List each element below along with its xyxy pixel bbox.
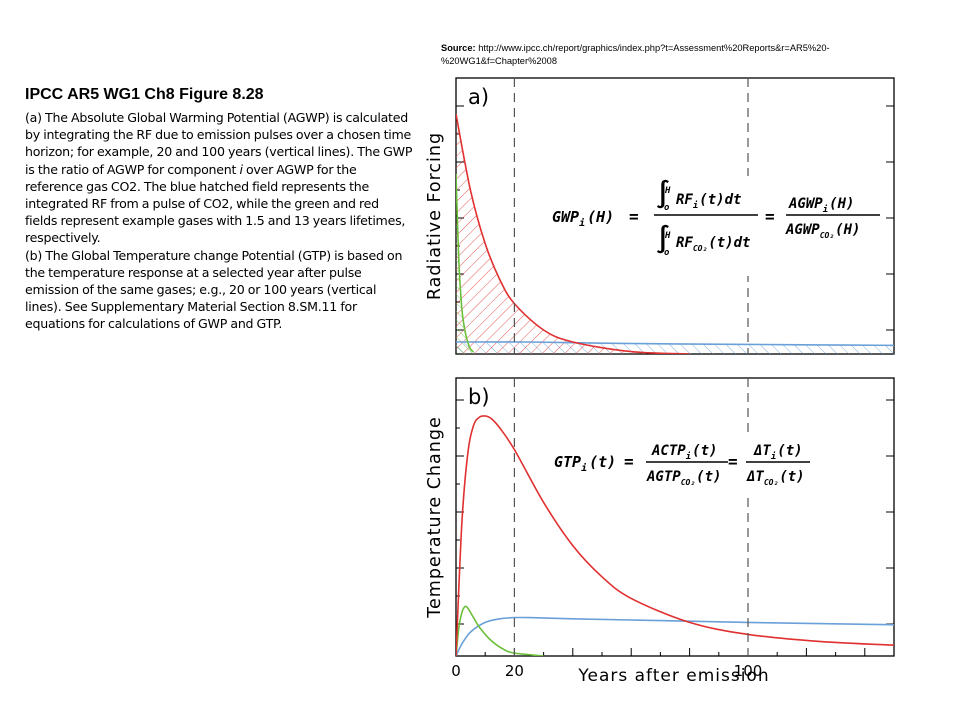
area-13yr: [456, 114, 690, 354]
svg-text:=: =: [728, 452, 738, 471]
svg-text:GWPi(H): GWPi (H): [552, 208, 614, 229]
caption-part-a1: (a) The Absolute Global Warming Potentia…: [25, 110, 413, 177]
panel-b-ylabel: Temperature Change: [425, 416, 445, 618]
svg-text:o: o: [664, 248, 670, 258]
xtick-label-0: 0: [451, 662, 461, 680]
xtick-label-20: 20: [505, 662, 524, 680]
source-url: http://www.ipcc.ch/report/graphics/index…: [441, 43, 830, 66]
svg-text:ACTPi(t): ACTPi(t): [651, 443, 717, 462]
svg-text:=: =: [765, 207, 775, 226]
panel-b-xlabel: Years after emission: [577, 666, 769, 686]
figure: a) Radiative Forcing GWPi (H) = ∫ H o RFi…: [425, 77, 895, 686]
svg-text:AGTPCO₂(t): AGTPCO₂(t): [646, 469, 721, 487]
line-co2-temp: [456, 616, 894, 656]
svg-text:H: H: [664, 231, 671, 241]
svg-text:∫: ∫: [655, 179, 671, 210]
line-co2: [456, 341, 894, 347]
gtp-equation: GTPi (t) = ACTPi(t) AGTPCO₂(t) = ΔTi(t) Δ…: [550, 432, 810, 494]
area-1-5yr: [456, 174, 474, 354]
xtick-label-100: 100: [734, 662, 763, 680]
panel-a: a) Radiative Forcing GWPi (H) = ∫ H o RFi…: [425, 77, 895, 355]
caption-body: (a) The Absolute Global Warming Potentia…: [25, 109, 413, 333]
caption-part-a2: over AGWP for the reference gas CO2. The…: [25, 161, 406, 246]
line-1-5yr: [456, 173, 474, 353]
panel-b-frame: [455, 377, 895, 657]
panel-a-label: a): [468, 85, 489, 109]
caption-title: IPCC AR5 WG1 Ch8 Figure 8.28: [25, 86, 264, 103]
svg-text:ΔTi(t): ΔTi(t): [753, 443, 803, 462]
gwp-equation: GWPi (H) = ∫ H o RFi(t)dt ∫ H o RFCO₂(t)d…: [548, 176, 880, 276]
svg-text:AGWPi(H): AGWPi(H): [788, 196, 854, 215]
caption-part-b: (b) The Global Temperature change Potent…: [25, 247, 403, 332]
panel-b: b) Temperature Change 0 20 100 Years aft…: [425, 377, 895, 686]
source-label: Source:: [441, 43, 476, 53]
line-13yr-temp: [456, 415, 894, 656]
source-note: Source: http://www.ipcc.ch/report/graphi…: [441, 42, 911, 68]
line-1-5yr-temp: [456, 605, 544, 656]
svg-text:=: =: [629, 207, 639, 226]
svg-text:H: H: [664, 186, 671, 196]
panel-a-ylabel: Radiative Forcing: [425, 132, 445, 300]
svg-text:AGWPCO₂(H): AGWPCO₂(H): [785, 222, 860, 240]
svg-text:=: =: [624, 452, 634, 471]
svg-text:RFCO₂(t)dt: RFCO₂(t)dt: [676, 235, 750, 253]
svg-text:∫: ∫: [655, 224, 671, 255]
svg-text:GTPi(t): GTPi (t): [554, 453, 616, 474]
caption-italic-i: i: [239, 161, 243, 177]
svg-text:o: o: [664, 203, 670, 213]
panel-b-label: b): [468, 385, 490, 409]
svg-text:RFi(t)dt: RFi(t)dt: [676, 192, 741, 211]
svg-text:ΔTCO₂(t): ΔTCO₂(t): [746, 469, 805, 487]
